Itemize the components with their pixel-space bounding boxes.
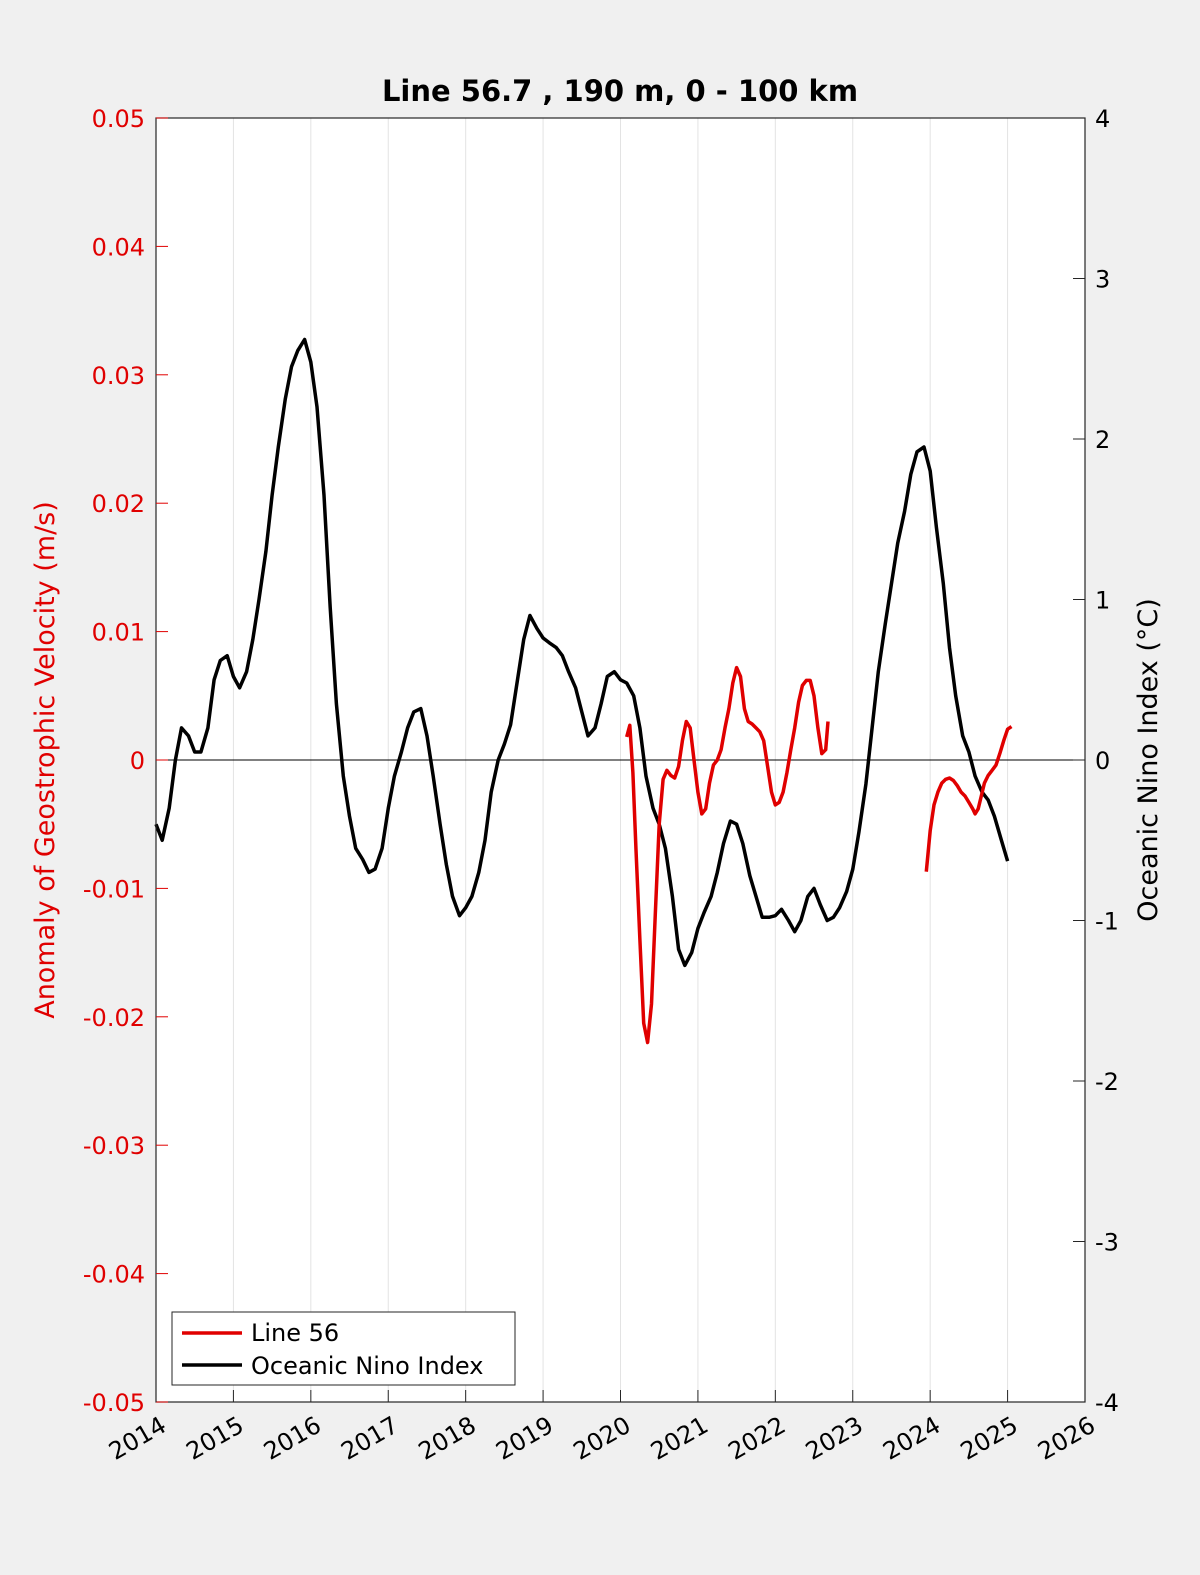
legend: Line 56 Oceanic Nino Index bbox=[171, 1311, 516, 1386]
x-tick-label: 2020 bbox=[569, 1411, 636, 1466]
right-y-tick-label: -3 bbox=[1095, 1229, 1119, 1257]
right-y-tick-label: 4 bbox=[1095, 105, 1110, 133]
x-tick-label: 2021 bbox=[646, 1411, 713, 1466]
series-line-line-56-segment-1 bbox=[625, 665, 830, 1045]
left-y-axis: 0.05 0.04 0.03 0.02 0.01 0 -0.01 -0.02 -0.03 -0.0… bbox=[83, 105, 168, 1417]
x-tick-label: 2014 bbox=[104, 1411, 171, 1466]
right-y-tick-label: 3 bbox=[1095, 266, 1110, 294]
right-y-tick-label: 1 bbox=[1095, 587, 1110, 615]
x-tick-label: 2018 bbox=[414, 1411, 481, 1466]
left-y-tick-label: -0.01 bbox=[83, 875, 145, 903]
x-tick-label: 2024 bbox=[878, 1411, 945, 1466]
legend-box bbox=[171, 1311, 516, 1386]
left-y-tick-label: 0.01 bbox=[92, 619, 145, 647]
right-y-tick-label: -1 bbox=[1095, 908, 1119, 936]
y-axis-label-left: Anomaly of Geostrophic Velocity (m/s) bbox=[30, 501, 61, 1019]
right-y-tick-label: -2 bbox=[1095, 1068, 1119, 1096]
legend-label-line-56: Line 56 bbox=[251, 1319, 339, 1347]
x-tick-label: 2015 bbox=[182, 1411, 249, 1466]
right-y-tick-label: -4 bbox=[1095, 1389, 1119, 1417]
left-y-tick-label: 0 bbox=[130, 747, 145, 775]
left-y-tick-label: -0.03 bbox=[83, 1132, 145, 1160]
left-y-tick-label: -0.05 bbox=[83, 1389, 145, 1417]
x-tick-label: 2016 bbox=[259, 1411, 326, 1466]
left-y-tick-label: -0.04 bbox=[83, 1261, 145, 1289]
x-tick-label: 2026 bbox=[1033, 1411, 1100, 1466]
x-tick-label: 2017 bbox=[336, 1411, 403, 1466]
series-line-oceanic-nino-index bbox=[154, 337, 1010, 968]
x-tick-label: 2023 bbox=[801, 1411, 868, 1466]
chart-title: Line 56.7 , 190 m, 0 - 100 km bbox=[382, 74, 858, 108]
left-y-tick-label: 0.05 bbox=[92, 105, 145, 133]
x-tick-label: 2019 bbox=[491, 1411, 558, 1466]
y-axis-label-right: Oceanic Nino Index (°C) bbox=[1133, 598, 1164, 922]
legend-label-oceanic-nino-index: Oceanic Nino Index bbox=[251, 1352, 483, 1380]
right-y-tick-label: 0 bbox=[1095, 747, 1110, 775]
right-y-axis: 4 3 2 1 0 -1 -2 -3 -4 bbox=[1073, 105, 1119, 1417]
left-y-tick-label: 0.03 bbox=[92, 362, 145, 390]
series-layer bbox=[154, 337, 1013, 1045]
right-y-tick-label: 2 bbox=[1095, 426, 1110, 454]
x-tick-label: 2025 bbox=[956, 1411, 1023, 1466]
series-line-line-56-segment-2 bbox=[924, 725, 1013, 872]
left-y-tick-label: 0.04 bbox=[92, 233, 145, 261]
left-y-tick-label: -0.02 bbox=[83, 1004, 145, 1032]
left-y-tick-label: 0.02 bbox=[92, 490, 145, 518]
x-tick-label: 2022 bbox=[723, 1411, 790, 1466]
